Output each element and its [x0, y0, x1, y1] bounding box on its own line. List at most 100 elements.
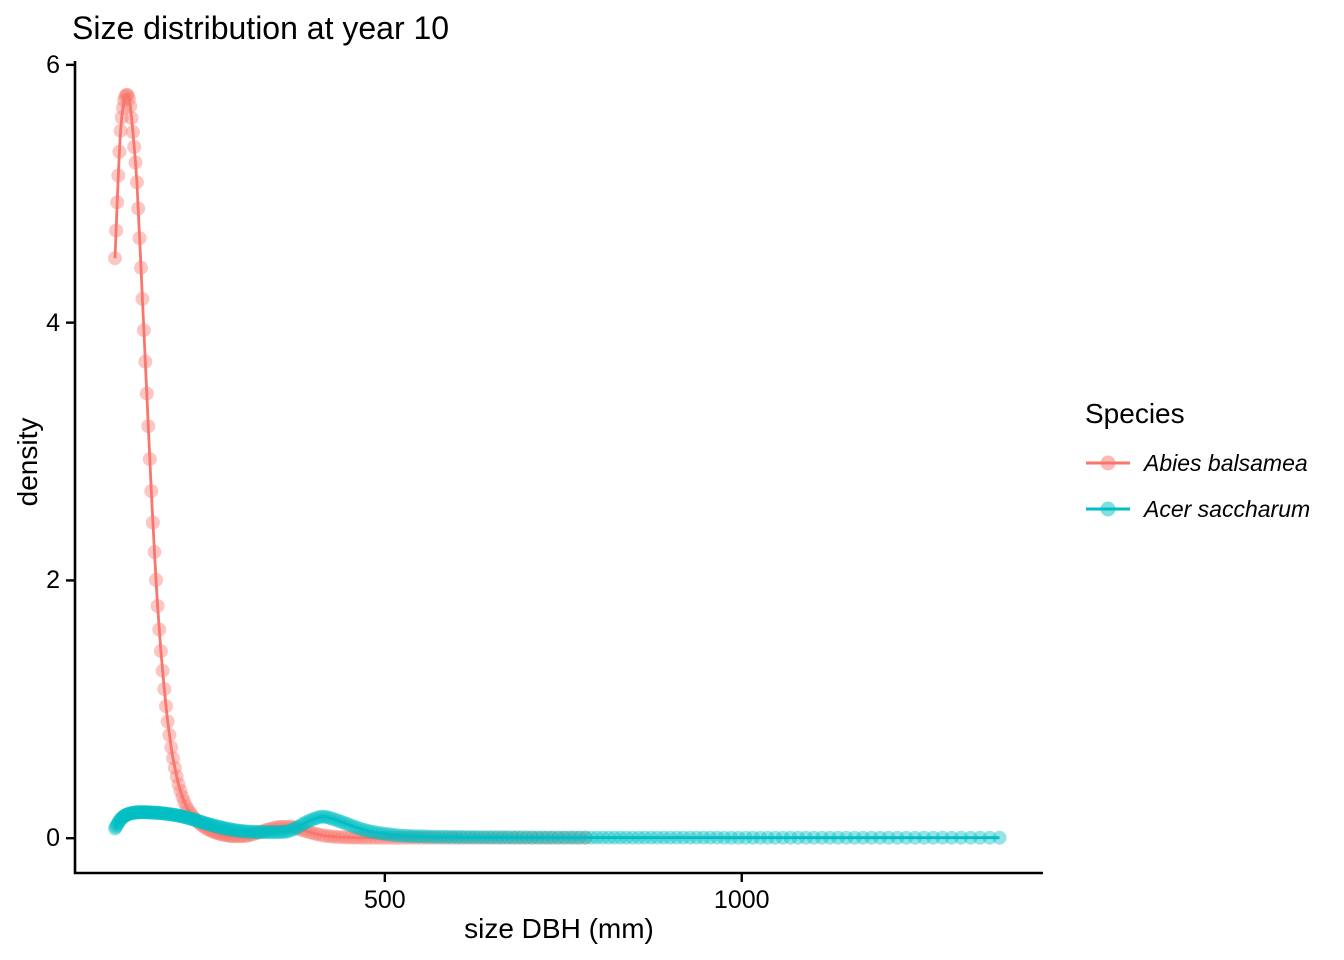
data-point	[181, 803, 196, 817]
data-point	[404, 829, 419, 844]
data-point	[696, 830, 711, 845]
data-point	[110, 195, 125, 210]
data-point	[954, 830, 968, 845]
data-point	[432, 829, 447, 844]
data-point	[847, 830, 862, 845]
data-point	[347, 819, 362, 834]
x-tick-label-500: 500	[363, 886, 406, 914]
data-point	[458, 830, 473, 845]
data-point	[416, 829, 431, 844]
data-point	[108, 819, 123, 834]
acer-saccharum-points	[108, 805, 1007, 845]
data-point	[296, 816, 311, 831]
data-point	[131, 201, 146, 216]
data-point	[420, 829, 435, 844]
legend-label-abies-balsamea: Abies balsamea	[1144, 449, 1308, 476]
data-point	[243, 824, 258, 839]
data-point	[171, 808, 186, 823]
data-point	[760, 830, 775, 845]
data-point	[301, 814, 316, 829]
data-point	[119, 87, 134, 102]
data-point	[445, 829, 460, 844]
data-point	[160, 714, 175, 729]
data-point	[703, 830, 718, 845]
data-point	[328, 812, 343, 827]
data-point	[262, 825, 277, 840]
chart-title: Size distribution at year 10	[72, 10, 450, 46]
data-point	[192, 814, 207, 829]
data-point	[143, 805, 158, 820]
data-point	[613, 830, 628, 845]
data-point	[347, 830, 362, 845]
data-point	[219, 828, 234, 843]
data-point	[277, 824, 292, 839]
data-point	[404, 830, 419, 845]
data-point	[551, 830, 566, 845]
data-point	[144, 484, 159, 499]
data-point	[155, 806, 170, 821]
data-point	[738, 830, 753, 845]
data-point	[397, 828, 412, 843]
data-point	[437, 829, 452, 844]
data-point	[118, 89, 133, 104]
data-point	[783, 830, 798, 845]
data-point	[269, 825, 284, 840]
data-point	[424, 829, 439, 844]
data-point	[753, 830, 768, 845]
data-point	[982, 830, 997, 845]
data-point	[128, 155, 143, 170]
data-point	[190, 813, 205, 828]
data-point	[274, 824, 289, 839]
data-point	[202, 817, 217, 832]
data-point	[257, 825, 272, 840]
data-point	[341, 817, 355, 832]
data-point	[137, 805, 152, 820]
data-point	[128, 805, 143, 820]
data-point	[505, 830, 520, 845]
data-point	[179, 799, 194, 814]
data-point	[212, 820, 227, 834]
data-point	[378, 826, 393, 841]
data-point	[822, 830, 837, 845]
y-tick-label-2: 2	[46, 566, 60, 595]
data-point	[112, 144, 127, 159]
data-point	[584, 830, 599, 845]
data-point	[122, 91, 136, 106]
data-point	[282, 823, 297, 838]
legend: Species Abies balsamea Acer saccharum	[1085, 398, 1310, 538]
series-acer-saccharum	[108, 805, 1007, 845]
data-point	[359, 830, 374, 845]
data-point	[183, 811, 198, 826]
data-point	[357, 823, 372, 837]
data-point	[323, 829, 338, 844]
data-point	[121, 807, 136, 822]
data-point	[169, 769, 184, 784]
data-point	[185, 812, 200, 827]
data-point	[601, 830, 616, 845]
data-point	[141, 419, 156, 434]
data-point	[806, 830, 821, 845]
data-point	[899, 830, 914, 845]
data-point	[193, 814, 208, 829]
data-point	[135, 291, 150, 306]
data-point	[454, 830, 469, 844]
data-point	[656, 830, 671, 845]
data-point	[881, 830, 896, 845]
data-point	[216, 827, 231, 842]
data-point	[449, 830, 464, 844]
data-point	[221, 828, 236, 843]
data-point	[187, 812, 201, 827]
data-point	[319, 810, 334, 824]
data-point	[310, 810, 325, 825]
data-point	[232, 823, 247, 838]
data-point	[123, 99, 138, 114]
legend-label-acer-saccharum: Acer saccharum	[1144, 495, 1311, 522]
data-point	[355, 830, 370, 845]
data-point	[935, 830, 950, 845]
data-point	[127, 140, 142, 154]
data-point	[305, 826, 320, 841]
data-point	[117, 809, 132, 824]
data-point	[267, 825, 282, 840]
series-abies-balsamea	[108, 87, 593, 845]
